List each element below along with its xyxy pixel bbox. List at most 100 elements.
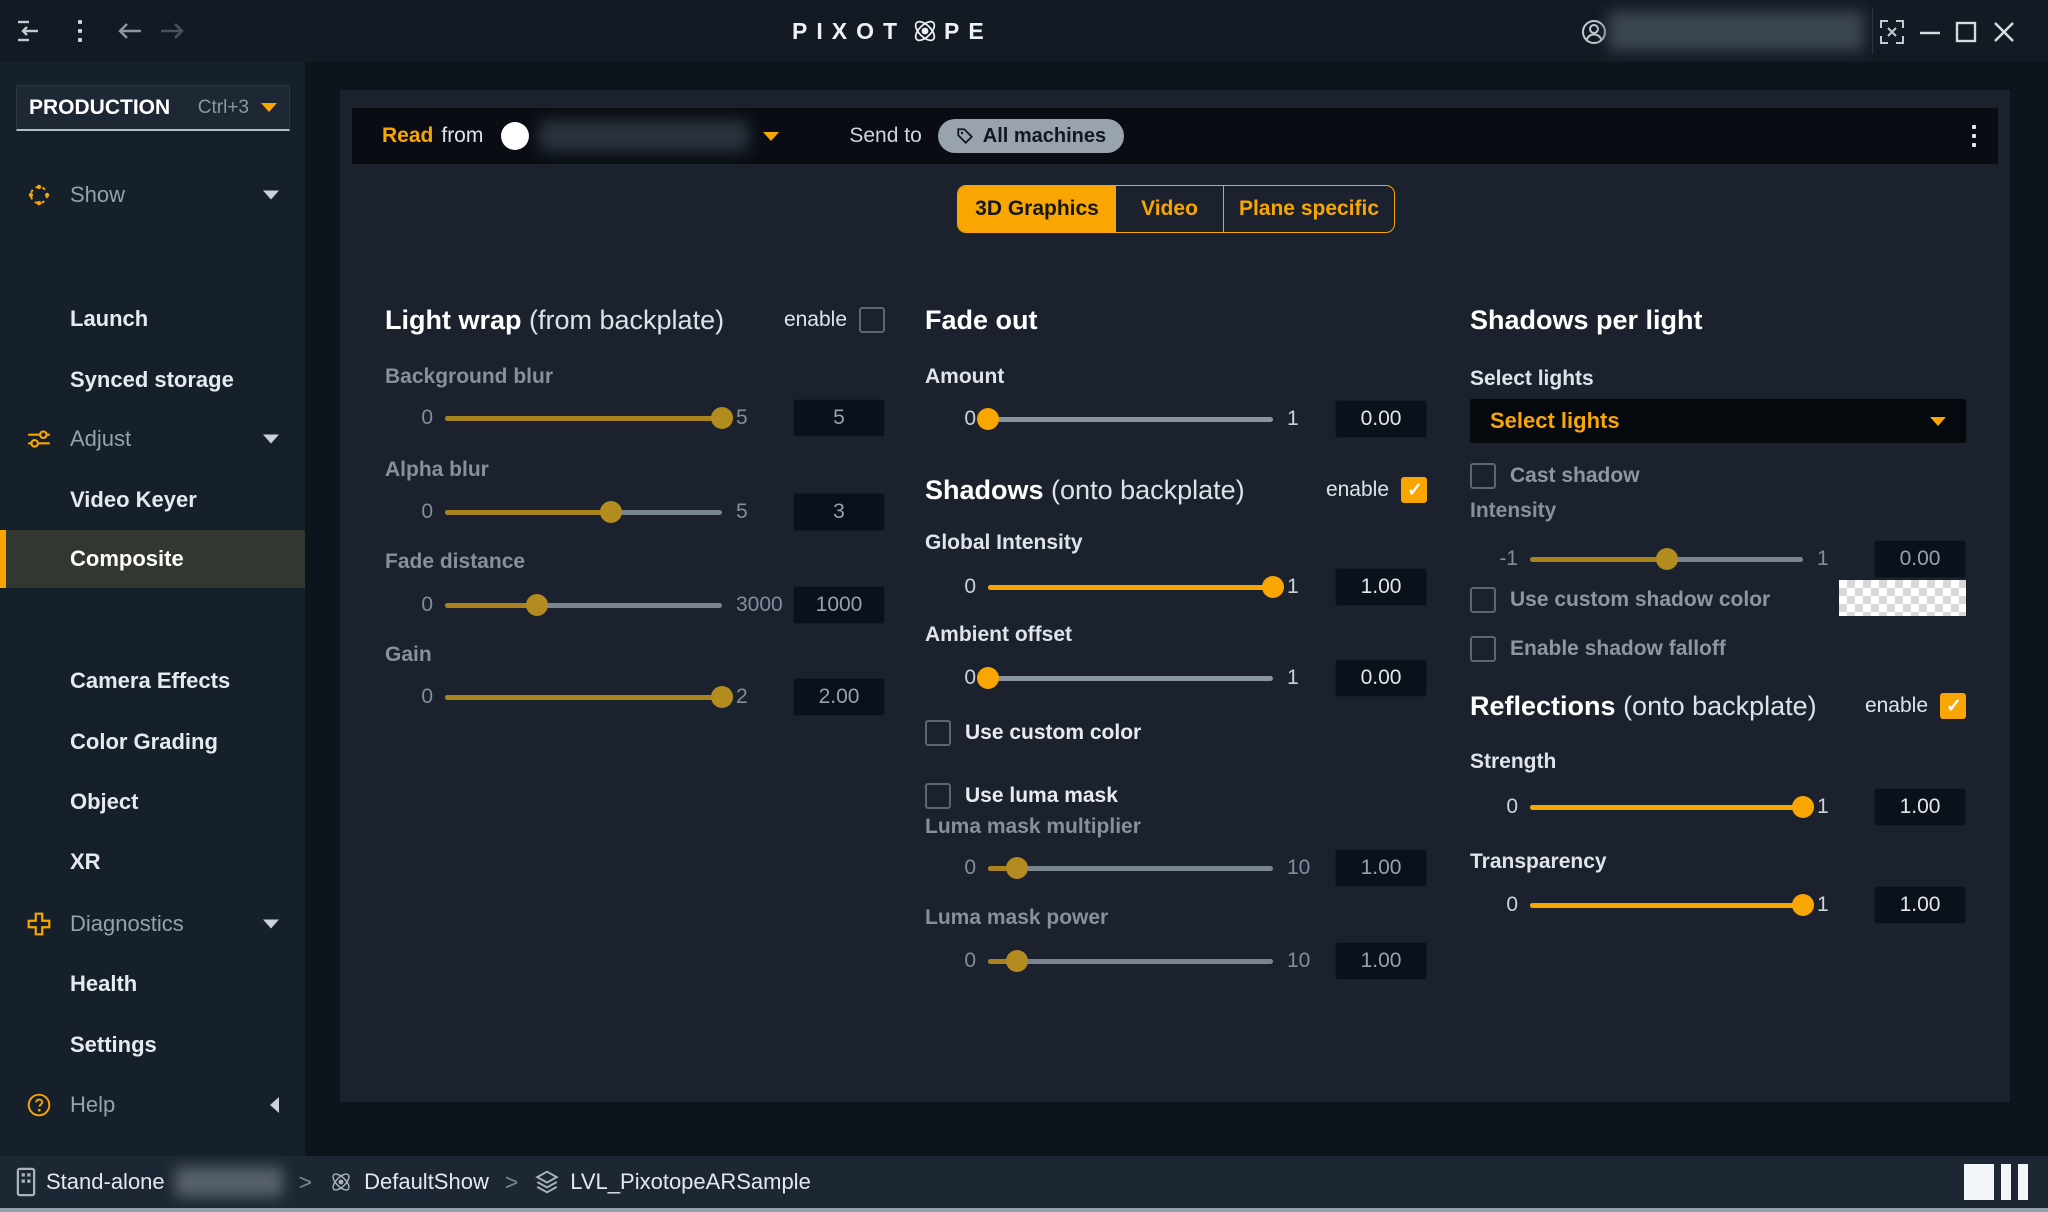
- light-wrap-enable-checkbox[interactable]: [859, 307, 885, 333]
- sidebar-item-camera-effects[interactable]: Camera Effects: [0, 657, 305, 705]
- panel-toggle-main-button[interactable]: [1964, 1164, 1994, 1200]
- sidebar-item-object[interactable]: Object: [0, 778, 305, 826]
- slider-handle[interactable]: [600, 501, 623, 523]
- collapse-sidebar-icon[interactable]: [14, 17, 42, 45]
- machine-name-redacted[interactable]: [539, 120, 750, 152]
- level-crumb[interactable]: LVL_PixotopeARSample: [570, 1169, 811, 1194]
- transparency-slider[interactable]: [1530, 894, 1814, 916]
- amount-value-input[interactable]: [1335, 400, 1427, 438]
- maximize-button[interactable]: [1952, 18, 1980, 46]
- sidebar-item-color-grading[interactable]: Color Grading: [0, 718, 305, 766]
- slider-handle[interactable]: [526, 594, 549, 616]
- global-intensity-slider[interactable]: [988, 576, 1284, 598]
- sidebar-item-show[interactable]: Show: [0, 171, 305, 219]
- slider-handle[interactable]: [1262, 576, 1284, 598]
- minimize-button[interactable]: [1916, 18, 1944, 46]
- amount-slider-row: 0 1: [925, 399, 1427, 439]
- slider-handle[interactable]: [711, 686, 733, 708]
- slider-handle[interactable]: [711, 407, 733, 429]
- sidebar-item-video-keyer[interactable]: Video Keyer: [0, 476, 305, 524]
- cast-shadow-checkbox[interactable]: [1470, 463, 1496, 489]
- sidebar-item-launch[interactable]: Launch: [0, 295, 305, 343]
- alpha-blur-value-input[interactable]: [793, 493, 885, 531]
- slider-handle[interactable]: [1792, 894, 1814, 916]
- sidebar-item-xr[interactable]: XR: [0, 838, 305, 886]
- read-send-toolbar: Read from Send to All machines: [352, 108, 1998, 164]
- use-custom-shadow-color-checkbox[interactable]: [1470, 587, 1496, 613]
- machine-crumb[interactable]: Stand-alone: [46, 1169, 165, 1194]
- tab-3d-graphics[interactable]: 3D Graphics: [958, 186, 1116, 232]
- forward-arrow-icon[interactable]: [158, 17, 186, 45]
- gain-slider[interactable]: [445, 686, 733, 708]
- panel-toggle-side2-button[interactable]: [2018, 1164, 2028, 1200]
- machine-icon: [16, 1167, 36, 1197]
- background-blur-slider-row: 0 5: [385, 398, 885, 438]
- back-arrow-icon[interactable]: [116, 17, 144, 45]
- use-custom-color-checkbox[interactable]: [925, 720, 951, 746]
- all-machines-tag[interactable]: All machines: [937, 119, 1125, 153]
- tab-video[interactable]: Video: [1116, 186, 1223, 232]
- enable-shadow-falloff-row: Enable shadow falloff: [1470, 632, 1966, 666]
- slider-handle[interactable]: [1005, 857, 1028, 879]
- user-account-icon[interactable]: [1580, 18, 1608, 46]
- slider-min-label: 0: [964, 949, 976, 972]
- sidebar-item-synced-storage[interactable]: Synced storage: [0, 356, 305, 404]
- show-crumb[interactable]: DefaultShow: [364, 1169, 489, 1194]
- slider-handle[interactable]: [1792, 796, 1814, 818]
- luma-mask-power-value-input[interactable]: [1335, 942, 1427, 980]
- use-luma-mask-checkbox[interactable]: [925, 783, 951, 809]
- menu-kebab-icon[interactable]: [66, 17, 94, 45]
- cast-shadow-row: Cast shadow: [1470, 459, 1966, 493]
- intensity-value-input[interactable]: [1874, 540, 1966, 578]
- intensity-slider[interactable]: [1530, 548, 1803, 570]
- strength-slider[interactable]: [1530, 796, 1814, 818]
- slider-handle[interactable]: [1005, 950, 1028, 972]
- luma-mask-power-slider[interactable]: [988, 950, 1273, 972]
- slider-min-label: 0: [964, 575, 976, 598]
- close-button[interactable]: [1990, 18, 2018, 46]
- toolbar-kebab-icon[interactable]: [1972, 125, 1976, 147]
- slider-min-label: 0: [421, 406, 433, 429]
- logo-text-left: PIXOT: [792, 17, 907, 44]
- mode-selector[interactable]: PRODUCTION Ctrl+3: [16, 85, 290, 131]
- gain-value-input[interactable]: [793, 678, 885, 716]
- shadows-enable-checkbox[interactable]: [1401, 477, 1427, 503]
- background-blur-slider[interactable]: [445, 407, 733, 429]
- fade-distance-value-input[interactable]: [793, 586, 885, 624]
- background-blur-value-input[interactable]: [793, 399, 885, 437]
- ambient-offset-value-input[interactable]: [1335, 659, 1427, 697]
- reflections-enable-checkbox[interactable]: [1940, 693, 1966, 719]
- panel-toggle-side-button[interactable]: [2001, 1164, 2011, 1200]
- strength-label: Strength: [1470, 750, 1557, 773]
- sidebar-item-diagnostics[interactable]: Diagnostics: [0, 900, 305, 948]
- slider-min-label: -1: [1499, 547, 1518, 570]
- shadow-color-swatch[interactable]: [1839, 580, 1966, 616]
- fade-distance-slider[interactable]: [445, 594, 722, 616]
- gain-slider-row: 0 2: [385, 677, 885, 717]
- sidebar-item-composite[interactable]: Composite: [0, 530, 305, 588]
- slider-handle[interactable]: [977, 667, 999, 689]
- strength-value-input[interactable]: [1874, 788, 1966, 826]
- ambient-offset-slider[interactable]: [977, 667, 1273, 689]
- enable-shadow-falloff-checkbox[interactable]: [1470, 636, 1496, 662]
- sidebar-item-adjust[interactable]: Adjust: [0, 415, 305, 463]
- tab-plane-specific[interactable]: Plane specific: [1223, 186, 1394, 232]
- slider-handle[interactable]: [977, 408, 999, 430]
- sidebar-item-settings[interactable]: Settings: [0, 1021, 305, 1069]
- select-lights-dropdown[interactable]: Select lights: [1470, 399, 1966, 443]
- all-machines-label: All machines: [982, 124, 1107, 147]
- compact-mode-icon[interactable]: [1878, 18, 1906, 46]
- read-from-dropdown-caret[interactable]: [763, 131, 780, 141]
- slider-max-label: 5: [736, 500, 748, 523]
- alpha-blur-slider[interactable]: [445, 501, 722, 523]
- slider-max-label: 1: [1817, 893, 1829, 916]
- slider-handle[interactable]: [1655, 548, 1678, 570]
- sidebar-item-health[interactable]: Health: [0, 960, 305, 1008]
- global-intensity-value-input[interactable]: [1335, 568, 1427, 606]
- panel-toggles: [1964, 1164, 2028, 1200]
- amount-slider[interactable]: [977, 408, 1273, 430]
- transparency-value-input[interactable]: [1874, 886, 1966, 924]
- luma-mask-multiplier-slider[interactable]: [988, 857, 1273, 879]
- sidebar-item-help[interactable]: Help: [0, 1081, 305, 1129]
- luma-mask-multiplier-value-input[interactable]: [1335, 849, 1427, 887]
